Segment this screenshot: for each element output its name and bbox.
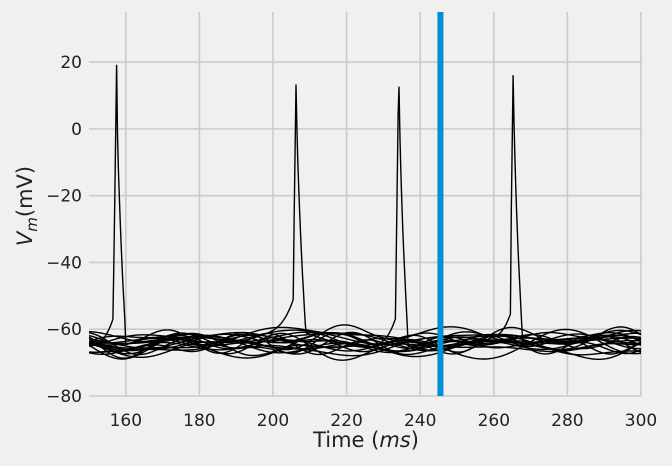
spiking-trace — [89, 86, 641, 350]
voltage-trace — [89, 328, 641, 360]
y-tick-label: 0 — [71, 120, 82, 140]
voltage-trace — [89, 335, 641, 357]
y-tick-label: −20 — [46, 187, 82, 207]
x-tick-label: 220 — [330, 411, 362, 431]
y-tick-label: −40 — [46, 253, 82, 273]
spiking-trace — [89, 84, 641, 352]
x-tick-label: 300 — [625, 411, 657, 431]
y-axis-label: Vm(mV) — [13, 166, 41, 246]
x-tick-label: 160 — [110, 411, 142, 431]
y-tick-label: 20 — [60, 53, 82, 73]
voltage-trace — [89, 326, 641, 353]
spiking-trace — [89, 75, 641, 350]
x-tick-label: 180 — [183, 411, 215, 431]
spiking-trace — [89, 64, 641, 355]
x-axis-ticks: 160 180 200 220 240 260 280 300 — [110, 411, 658, 431]
x-axis-label: Time (ms) — [312, 428, 419, 452]
voltage-traces — [89, 64, 641, 361]
y-tick-label: −60 — [46, 320, 82, 340]
x-tick-label: 200 — [257, 411, 289, 431]
voltage-trace — [89, 333, 641, 354]
x-tick-label: 240 — [404, 411, 436, 431]
x-tick-label: 260 — [478, 411, 510, 431]
x-tick-label: 280 — [551, 411, 583, 431]
y-axis-ticks: 20 0 −20 −40 −60 −80 — [46, 53, 82, 407]
voltage-trace — [89, 329, 641, 347]
voltage-trace — [89, 330, 641, 354]
y-tick-label: −80 — [46, 387, 82, 407]
grid-lines — [89, 12, 642, 397]
